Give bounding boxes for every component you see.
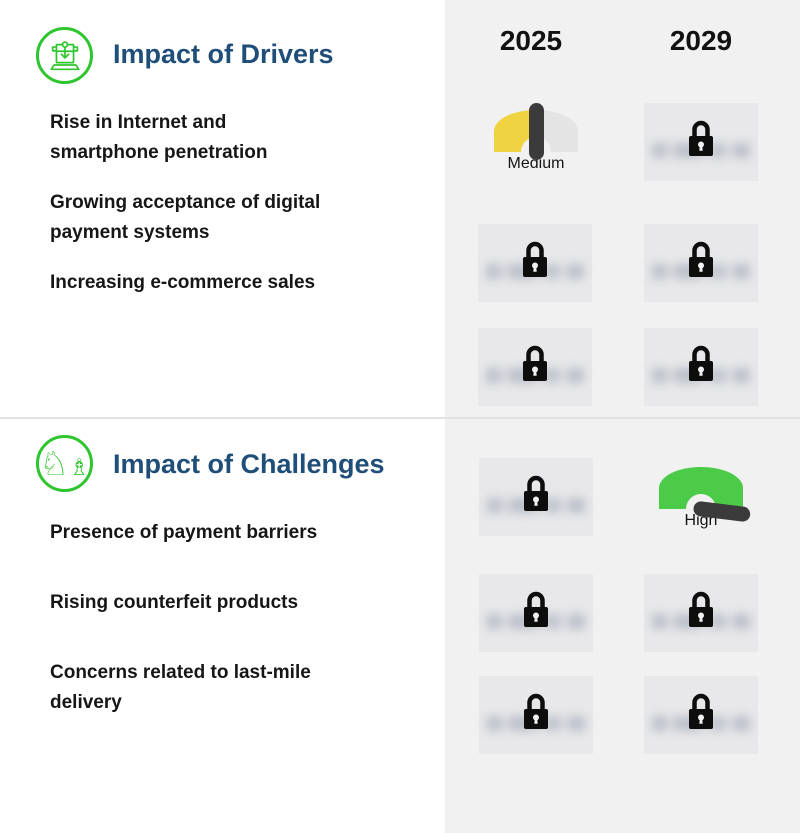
lock-icon [683,589,719,631]
impact-gauge-medium: Medium [491,103,581,173]
lock-icon [683,239,719,281]
lock-icon [683,118,719,160]
column-header-2029: 2029 [669,25,733,56]
lock-icon [518,589,554,631]
chess-pieces-icon: ♘ ♗ [36,435,93,492]
column-header-2025: 2025 [499,25,563,56]
section-title-drivers: Impact of Drivers [113,39,334,69]
lock-icon [683,343,719,385]
laptop-download-icon [36,27,93,84]
challenge-label-counterfeit-products: Rising counterfeit products [50,592,299,613]
locked-value-cell[interactable] [479,458,593,536]
section-title-challenges: Impact of Challenges [113,449,385,479]
locked-value-cell[interactable] [478,224,592,302]
section-divider [0,417,800,419]
locked-value-cell[interactable] [644,328,758,406]
impact-gauge-high: High [656,467,751,530]
locked-value-cell[interactable] [644,224,758,302]
locked-value-cell[interactable] [644,103,758,181]
locked-value-cell[interactable] [479,574,593,652]
gauge-arc [494,103,578,160]
lock-icon [518,473,554,515]
locked-value-cell[interactable] [644,574,758,652]
locked-value-cell[interactable] [644,676,758,754]
locked-value-cell[interactable] [479,676,593,754]
gauge-level-label: Medium [507,155,565,172]
challenge-label-payment-barriers: Presence of payment barriers [50,522,318,543]
driver-label-internet-penetration: Rise in Internet and smartphone penetrat… [50,112,268,163]
driver-label-ecommerce-sales: Increasing e-commerce sales [50,272,316,293]
gauge-arc [659,467,751,523]
lock-icon [517,343,553,385]
challenge-label-last-mile-delivery: Concerns related to last-mile delivery [50,662,311,713]
driver-label-digital-payments: Growing acceptance of digital payment sy… [50,192,321,243]
gauge-needle-icon [528,103,544,160]
locked-value-cell[interactable] [478,328,592,406]
lock-icon [517,239,553,281]
lock-icon [683,691,719,733]
lock-icon [518,691,554,733]
